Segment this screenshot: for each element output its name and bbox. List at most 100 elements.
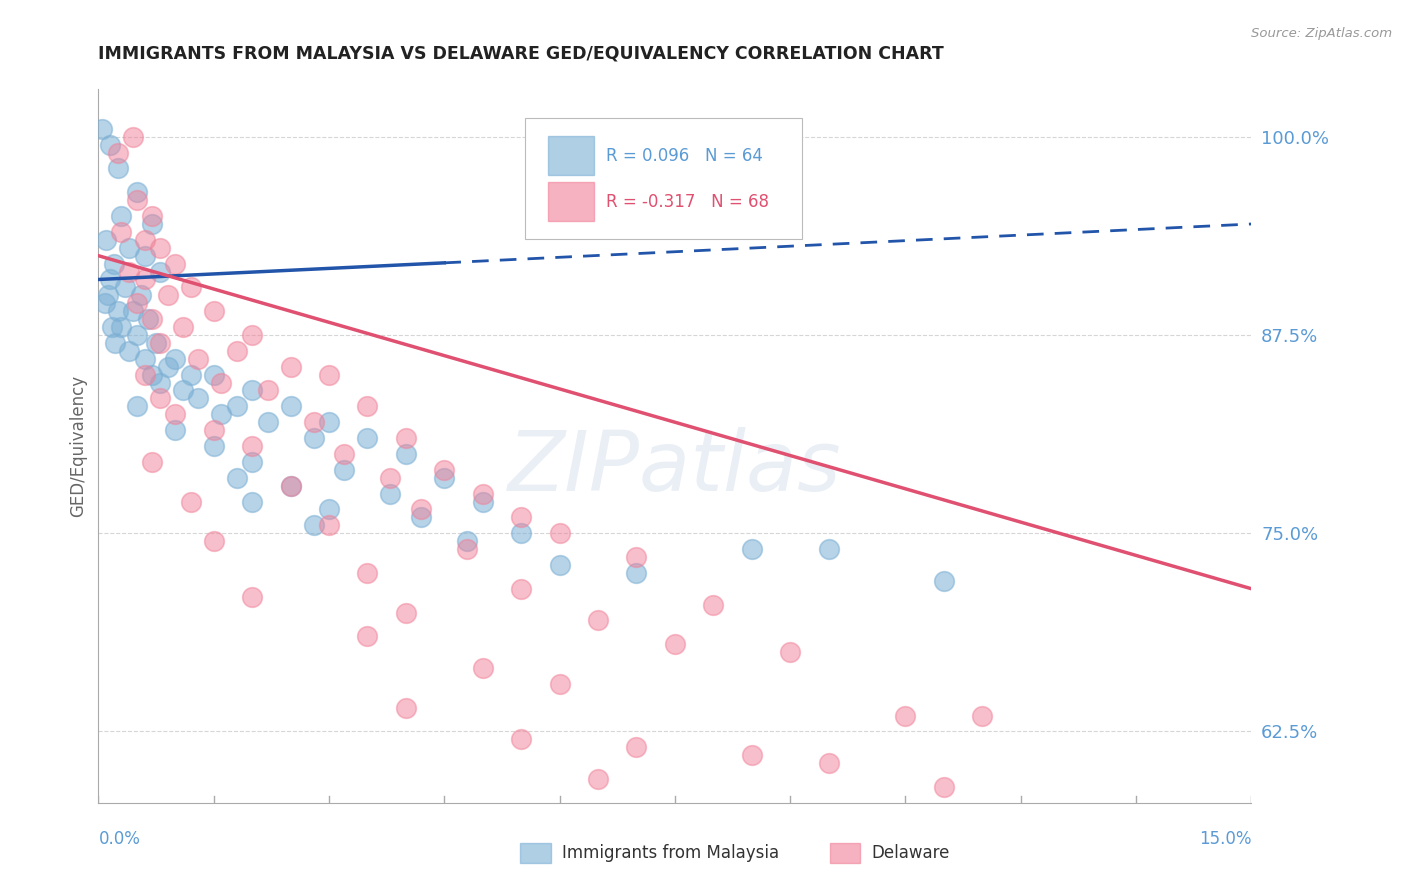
Text: Delaware: Delaware — [872, 844, 950, 862]
Point — [411, 502, 433, 516]
Point — [280, 478, 302, 492]
Point — [141, 217, 163, 231]
Point — [125, 186, 148, 200]
Text: 15.0%: 15.0% — [1199, 830, 1251, 847]
Point — [240, 455, 263, 469]
Text: R = -0.317   N = 68: R = -0.317 N = 68 — [606, 193, 769, 211]
Point — [240, 439, 263, 453]
Point — [165, 257, 187, 271]
Point — [141, 209, 163, 223]
Point — [318, 502, 340, 516]
Point — [395, 606, 418, 620]
Point — [548, 526, 571, 541]
Point — [134, 233, 156, 247]
Point — [664, 637, 686, 651]
Point — [149, 335, 172, 350]
Point — [149, 264, 172, 278]
Point — [107, 161, 129, 176]
Point — [125, 328, 148, 343]
Point — [626, 549, 648, 564]
Point — [626, 740, 648, 755]
Point — [149, 376, 172, 390]
Point — [356, 431, 378, 445]
Text: Source: ZipAtlas.com: Source: ZipAtlas.com — [1251, 27, 1392, 40]
Point — [510, 582, 533, 596]
Point — [779, 645, 801, 659]
Point — [97, 288, 120, 302]
Point — [395, 700, 418, 714]
Point — [240, 384, 263, 398]
Point — [318, 415, 340, 429]
Point — [118, 343, 141, 358]
Point — [510, 732, 533, 747]
Point — [280, 400, 302, 414]
Point — [101, 320, 124, 334]
Point — [125, 193, 148, 207]
Point — [202, 439, 225, 453]
Point — [107, 304, 129, 318]
Point — [586, 614, 609, 628]
Point — [165, 407, 187, 421]
Point — [395, 447, 418, 461]
Point — [456, 542, 478, 557]
Point — [98, 137, 121, 152]
Point — [180, 494, 202, 508]
Point — [149, 392, 172, 406]
Point — [471, 486, 494, 500]
Point — [134, 368, 156, 382]
Point — [145, 335, 167, 350]
Text: ZIPatlas: ZIPatlas — [508, 427, 842, 508]
Point — [817, 756, 839, 771]
Point — [318, 518, 340, 533]
Point — [118, 264, 141, 278]
Point — [333, 463, 356, 477]
Point — [302, 431, 325, 445]
Point — [741, 542, 763, 557]
Point — [103, 257, 125, 271]
Point — [972, 708, 994, 723]
Text: IMMIGRANTS FROM MALAYSIA VS DELAWARE GED/EQUIVALENCY CORRELATION CHART: IMMIGRANTS FROM MALAYSIA VS DELAWARE GED… — [98, 45, 945, 62]
Bar — [548, 182, 595, 221]
Text: 0.0%: 0.0% — [98, 830, 141, 847]
Point — [110, 225, 132, 239]
Point — [741, 748, 763, 763]
Bar — [548, 136, 595, 175]
Point — [141, 312, 163, 326]
Text: R = 0.096   N = 64: R = 0.096 N = 64 — [606, 146, 762, 164]
Point — [138, 312, 160, 326]
Point — [280, 478, 302, 492]
Point — [471, 661, 494, 675]
Point — [318, 368, 340, 382]
Point — [165, 351, 187, 366]
Point — [456, 534, 478, 549]
Point — [380, 471, 402, 485]
Point — [156, 359, 179, 374]
Point — [433, 471, 456, 485]
Point — [110, 320, 132, 334]
Point — [202, 534, 225, 549]
Point — [202, 423, 225, 437]
Point — [817, 542, 839, 557]
Point — [209, 376, 232, 390]
Point — [548, 677, 571, 691]
Point — [548, 558, 571, 572]
Point — [240, 590, 263, 604]
Point — [209, 407, 232, 421]
Point — [240, 328, 263, 343]
Point — [165, 423, 187, 437]
Point — [98, 272, 121, 286]
Point — [134, 272, 156, 286]
Point — [122, 304, 145, 318]
Point — [256, 415, 278, 429]
Text: Immigrants from Malaysia: Immigrants from Malaysia — [562, 844, 779, 862]
Point — [586, 772, 609, 786]
Point — [180, 280, 202, 294]
Point — [702, 598, 724, 612]
Point — [280, 359, 302, 374]
Point — [187, 392, 209, 406]
Point — [149, 241, 172, 255]
Point — [225, 400, 247, 414]
Point — [107, 145, 129, 160]
Point — [134, 351, 156, 366]
Point — [302, 415, 325, 429]
